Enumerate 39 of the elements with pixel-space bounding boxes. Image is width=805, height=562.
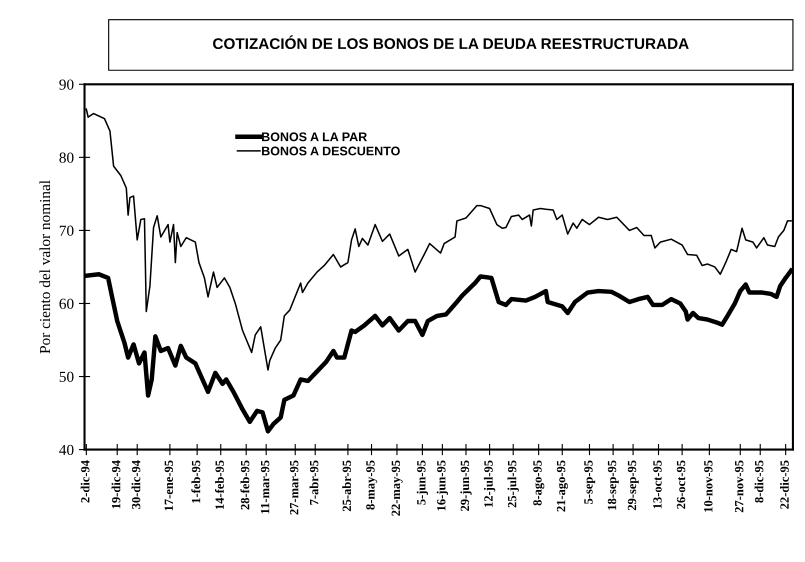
x-tick-label: 17-ene-95 [164, 460, 174, 510]
x-tick-label: 8-may-95 [366, 460, 378, 510]
x-tick-label: 27-nov-95 [734, 460, 744, 512]
x-tick-label: 18-sep-95 [608, 460, 619, 510]
x-tick-label: 29-sep-95 [628, 460, 639, 510]
chart-title: COTIZACIÓN DE LOS BONOS DE LA DEUDA REESTRUCTURADA [213, 35, 689, 50]
x-tick-label: 14-feb-95 [214, 460, 224, 509]
y-axis-title: Por ciento del valor nominal [39, 180, 50, 354]
x-tick-label: 27-mar-95 [290, 460, 298, 515]
x-tick-label: 11-mar-95 [260, 460, 270, 514]
x-tick-label: 7-abr-95 [310, 460, 318, 505]
x-tick-label: 8-dic-95 [754, 460, 764, 503]
y-tick-label: 70 [60, 226, 74, 236]
y-tick-label: 50 [60, 372, 74, 382]
y-tick-label: 90 [59, 79, 74, 90]
legend-label: BONOS A DESCUENTO [262, 146, 400, 156]
x-tick-label: 22-dic-95 [780, 460, 789, 509]
x-tick-label: 26-oct-95 [676, 460, 686, 509]
x-tick-label: 1-feb-95 [191, 460, 200, 503]
x-tick-label: 16-jun-95 [436, 460, 448, 510]
x-tick-label: 28-feb-95 [240, 460, 250, 510]
x-tick-label: 10-nov-95 [704, 460, 712, 512]
y-tick-label: 80 [59, 152, 74, 163]
x-tick-label: 12-jul-95 [484, 460, 496, 507]
x-tick-label: 8-ago-95 [533, 460, 544, 506]
x-tick-label: 29-jun-95 [460, 460, 472, 511]
y-tick-label: 60 [59, 298, 74, 309]
x-tick-label: 25-jul-95 [508, 460, 519, 508]
x-tick-label: 21-ago-95 [556, 460, 568, 512]
x-tick-label: 5-sep-95 [584, 460, 596, 504]
x-tick-label: 2-dic-94 [80, 460, 90, 503]
x-tick-label: 13-oct-95 [653, 460, 662, 508]
x-tick-label: 19-dic-94 [112, 460, 120, 508]
y-tick-label: 40 [59, 444, 74, 456]
x-tick-label: 5-jun-95 [416, 460, 428, 505]
x-tick-label: 25-abr-95 [342, 460, 352, 512]
legend-label: BONOS A LA PAR [262, 132, 367, 142]
x-tick-label: 22-may-95 [392, 460, 403, 516]
x-tick-label: 30-dic-94 [132, 460, 140, 509]
